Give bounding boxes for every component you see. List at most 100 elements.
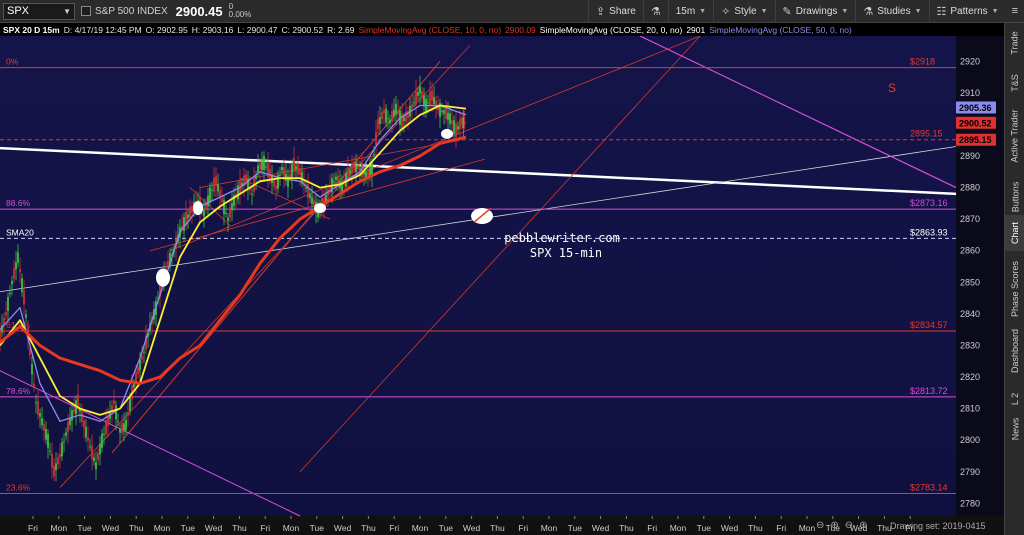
candle-body — [187, 214, 189, 218]
x-tick-label: Mon — [154, 523, 171, 533]
zoom-in-icon[interactable]: ⊕ — [830, 520, 839, 531]
candle-body — [281, 167, 283, 171]
candle-body — [159, 283, 161, 298]
candle-body — [85, 427, 87, 438]
candle-body — [405, 111, 407, 122]
tab-trade[interactable]: Trade — [1005, 23, 1024, 63]
candle-body — [213, 177, 215, 192]
marker-slash — [473, 207, 492, 223]
candle-body — [275, 185, 277, 190]
chart-title: SPX 20 D 15m — [3, 24, 60, 35]
candle-body — [341, 182, 343, 194]
flask-button[interactable]: ⚗ — [642, 0, 668, 23]
tab-news[interactable]: News — [1005, 411, 1024, 447]
candle-body — [49, 450, 51, 452]
share-icon: ⇪ — [595, 5, 606, 18]
right-sidebar: Trade T&S Active Trader Buttons Chart Ph… — [1004, 23, 1024, 535]
candle-body — [301, 172, 303, 183]
sma50-line — [0, 135, 467, 385]
tab-active-trader[interactable]: Active Trader — [1005, 101, 1024, 171]
pencil-icon: ✎ — [782, 5, 792, 18]
zoom-out-icon[interactable]: ⊖ — [816, 520, 825, 531]
zoom-in-icon[interactable]: ⊕ — [859, 520, 868, 531]
x-tick-label: Fri — [28, 523, 38, 533]
chart-canvas[interactable]: $2918 0% 2895.15 $2873.16 88.6% $2863.93 SMA20… — [0, 36, 1004, 535]
sma10-label: SimpleMovingAvg (CLOSE, 10, 0, no) — [358, 24, 502, 35]
x-tick-label: Wed — [463, 523, 481, 533]
candle-body — [25, 314, 27, 318]
style-button[interactable]: ✧ Style ▼ — [713, 0, 774, 23]
candle-body — [257, 165, 259, 173]
candle-body — [55, 463, 57, 471]
x-tick-label: Wed — [592, 523, 610, 533]
x-tick-label: Thu — [877, 523, 892, 533]
candle-body — [181, 225, 183, 230]
candle-body — [41, 418, 43, 426]
x-tick-label: Thu — [361, 523, 376, 533]
candle-body — [63, 441, 65, 443]
x-tick-label: Tue — [310, 523, 325, 533]
zoom-out-icon[interactable]: ⊖ — [844, 520, 854, 531]
candle-body — [403, 117, 405, 122]
candle-body — [283, 167, 285, 178]
link-checkbox[interactable] — [81, 6, 91, 16]
tab-chart[interactable]: Chart — [1005, 215, 1024, 251]
candle-body — [227, 217, 229, 222]
price-badge — [956, 133, 996, 146]
candle-body — [21, 278, 23, 292]
tab-level2[interactable]: L 2 — [1005, 385, 1024, 413]
candle-body — [441, 110, 443, 112]
candle-body — [351, 162, 353, 174]
change-percent: 0.00% — [228, 10, 252, 19]
fib-level-label: $2813.72 — [910, 386, 948, 396]
x-tick-label: Mon — [283, 523, 300, 533]
timeframe-button[interactable]: 15m ▼ — [667, 0, 713, 23]
tab-time-sales[interactable]: T&S — [1005, 69, 1024, 97]
x-tick-label: Wed — [334, 523, 352, 533]
candle-body — [305, 187, 307, 189]
candle-body — [359, 168, 361, 170]
candle-body — [461, 117, 463, 125]
patterns-label: Patterns — [950, 5, 988, 17]
candle-body — [79, 408, 81, 412]
fib-percent-label: 88.6% — [6, 198, 31, 208]
candle-body — [345, 172, 347, 187]
drawings-button[interactable]: ✎ Drawings ▼ — [774, 0, 856, 23]
patterns-button[interactable]: ☷ Patterns ▼ — [928, 0, 1006, 23]
fib-percent-label: SMA20 — [6, 227, 34, 237]
candle-body — [167, 261, 169, 265]
tab-dashboard[interactable]: Dashboard — [1005, 321, 1024, 381]
candle-body — [35, 402, 37, 404]
candle-body — [369, 166, 371, 177]
tab-buttons[interactable]: Buttons — [1005, 173, 1024, 221]
time-axis-background — [0, 516, 1004, 535]
candle-body — [101, 433, 103, 448]
y-tick-label: 2870 — [960, 214, 980, 224]
tab-phase-scores[interactable]: Phase Scores — [1005, 253, 1024, 325]
tab-active-trader-label: Active Trader — [1010, 109, 1020, 163]
chevron-down-icon: ▼ — [914, 7, 922, 15]
bar-low: L: 2900.47 — [237, 24, 278, 35]
candle-body — [23, 290, 25, 305]
candle-body — [457, 126, 459, 130]
share-button[interactable]: ⇪ Share — [587, 0, 643, 23]
studies-button[interactable]: ⚗ Studies ▼ — [855, 0, 928, 23]
candle-body — [291, 164, 293, 179]
y-tick-label: 2820 — [960, 372, 980, 382]
price-chart[interactable]: $2918 0% 2895.15 $2873.16 88.6% $2863.93 SMA20… — [0, 36, 1004, 535]
more-icon[interactable]: ≡ — [1011, 5, 1018, 17]
candle-body — [15, 262, 17, 270]
fib-percent-label: 23.6% — [6, 482, 31, 492]
candle-body — [427, 102, 429, 104]
y-tick-label: 2880 — [960, 183, 980, 193]
flask-icon: ⚗ — [863, 5, 874, 18]
candle-body — [385, 108, 387, 123]
candle-body — [43, 423, 45, 431]
candle-body — [429, 91, 431, 106]
symbol-selector[interactable]: SPX ▼ — [3, 2, 75, 20]
candle-body — [5, 312, 7, 316]
candle-body — [17, 252, 19, 263]
candle-body — [185, 211, 187, 226]
channel-line — [189, 187, 231, 226]
tab-time-sales-label: T&S — [1009, 74, 1020, 92]
